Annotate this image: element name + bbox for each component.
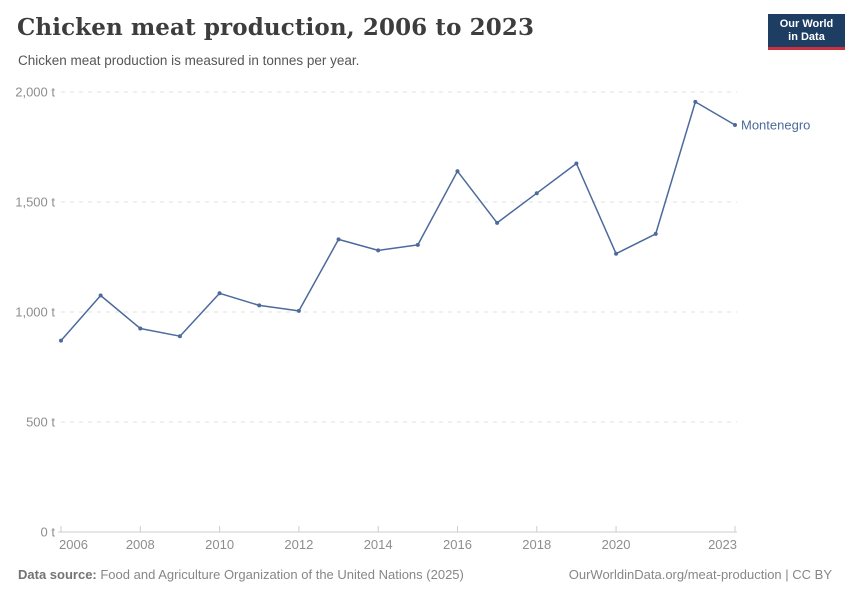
y-axis-label-1500: 1,500 t <box>15 195 55 210</box>
x-axis-label-2010: 2010 <box>205 537 234 552</box>
data-point-2012[interactable] <box>296 308 301 313</box>
data-point-2018[interactable] <box>534 191 539 196</box>
data-point-2010[interactable] <box>217 291 222 296</box>
data-point-2021[interactable] <box>653 231 658 236</box>
owid-citation-link[interactable]: OurWorldinData.org/meat-production | CC … <box>568 567 832 582</box>
data-source-note: Data source: Food and Agriculture Organi… <box>18 567 464 582</box>
y-axis-label-0: 0 t <box>41 525 56 540</box>
owid-logo[interactable]: Our World in Data <box>768 14 845 50</box>
x-axis-label-2023: 2023 <box>708 537 737 552</box>
chart-subtitle: Chicken meat production is measured in t… <box>18 53 360 68</box>
x-axis-label-2012: 2012 <box>284 537 313 552</box>
data-point-2006[interactable] <box>59 338 63 343</box>
data-source-label: Data source: <box>18 567 97 582</box>
x-axis-label-2020: 2020 <box>602 537 631 552</box>
data-point-2019[interactable] <box>574 161 579 166</box>
series-line-montenegro[interactable] <box>60 101 736 342</box>
x-axis-label-2014: 2014 <box>364 537 393 552</box>
data-point-2016[interactable] <box>455 169 460 174</box>
data-source-text: Food and Agriculture Organization of the… <box>96 567 464 582</box>
data-point-2009[interactable] <box>177 334 182 339</box>
data-point-2013[interactable] <box>336 237 341 242</box>
entity-label-montenegro[interactable]: Montenegro <box>741 118 810 133</box>
x-axis-label-2008: 2008 <box>126 537 155 552</box>
chart-title: Chicken meat production, 2006 to 2023 <box>17 14 535 41</box>
y-axis-label-500: 500 t <box>26 415 55 430</box>
data-point-2015[interactable] <box>415 242 420 247</box>
owid-logo-text: Our World in Data <box>779 17 834 43</box>
data-point-2008[interactable] <box>138 326 143 331</box>
x-axis-label-2006: 2006 <box>59 537 88 552</box>
y-axis-label-1000: 1,000 t <box>15 305 55 320</box>
data-point-2022[interactable] <box>693 99 698 104</box>
data-point-2011[interactable] <box>257 303 262 308</box>
x-axis-label-2016: 2016 <box>443 537 472 552</box>
y-axis-label-2000: 2,000 t <box>15 85 55 100</box>
x-axis-label-2018: 2018 <box>522 537 551 552</box>
data-point-2023[interactable] <box>733 123 737 127</box>
data-point-2017[interactable] <box>495 220 500 225</box>
data-point-2014[interactable] <box>376 248 381 253</box>
data-point-2020[interactable] <box>614 251 619 256</box>
chart-footer: Data source: Food and Agriculture Organi… <box>18 567 832 582</box>
data-point-2007[interactable] <box>98 293 103 298</box>
